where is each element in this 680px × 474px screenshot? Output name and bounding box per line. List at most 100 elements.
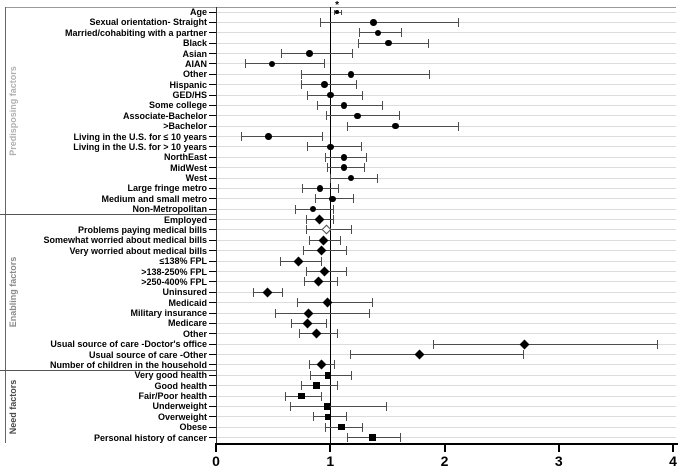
row-label: Very good health <box>134 370 207 381</box>
x-axis-tick-label: 1 <box>326 453 335 469</box>
ci-line <box>297 302 373 304</box>
ci-cap-high <box>322 132 324 142</box>
ci-cap-low <box>291 318 293 328</box>
ci-cap-high <box>369 308 371 318</box>
row-gridline <box>216 385 676 387</box>
point-estimate-marker <box>316 245 327 256</box>
point-estimate-marker <box>268 60 276 68</box>
y-axis-row-tick <box>209 187 216 189</box>
point-estimate-marker <box>323 403 331 410</box>
point-estimate-marker <box>392 122 399 130</box>
ci-cap-low <box>309 370 311 380</box>
row-gridline <box>216 437 676 439</box>
ci-cap-low <box>297 298 299 308</box>
ci-cap-high <box>365 152 367 162</box>
ci-cap-high <box>321 256 323 266</box>
ci-cap-high <box>657 339 659 349</box>
ci-cap-low <box>301 183 303 193</box>
row-gridline <box>216 156 676 158</box>
ci-cap-high <box>381 100 383 110</box>
row-label: Very worried about medical bills <box>69 245 207 256</box>
ci-cap-high <box>386 401 388 411</box>
point-estimate-marker <box>313 276 324 287</box>
point-estimate-marker <box>324 413 332 421</box>
ci-cap-high <box>361 142 363 152</box>
point-estimate-marker <box>374 29 382 36</box>
point-estimate-marker <box>327 143 334 151</box>
y-axis-row-tick <box>209 385 216 387</box>
ci-cap-high <box>337 381 339 391</box>
ci-cap-high <box>346 267 348 276</box>
y-axis-row-tick <box>209 94 216 96</box>
ci-cap-low <box>303 277 305 287</box>
ci-cap-low <box>326 163 328 173</box>
row-label: Problems paying medical bills <box>77 224 207 235</box>
y-axis-row-tick <box>209 11 216 13</box>
row-gridline <box>216 136 676 138</box>
x-axis-tick <box>215 445 217 452</box>
point-estimate-marker <box>329 195 336 203</box>
point-estimate-marker <box>335 10 339 14</box>
x-axis-tick-label: 2 <box>440 453 449 469</box>
ci-cap-low <box>308 360 310 370</box>
row-gridline <box>216 260 676 262</box>
y-axis-row-tick <box>209 84 216 86</box>
y-axis-row-tick <box>209 21 216 23</box>
y-axis-row-tick <box>209 73 216 75</box>
row-gridline <box>216 219 676 221</box>
ci-cap-low <box>330 173 332 183</box>
point-estimate-marker <box>306 50 313 57</box>
y-axis-row-tick <box>209 115 216 117</box>
row-label: Fair/Poor health <box>138 391 207 402</box>
ci-cap-low <box>275 308 277 318</box>
y-axis-row-tick <box>209 312 216 314</box>
y-axis-row-tick <box>209 374 216 376</box>
ci-cap-low <box>306 215 308 225</box>
ci-cap-low <box>300 69 302 79</box>
point-estimate-marker <box>265 133 272 140</box>
point-estimate-marker <box>414 349 425 360</box>
ci-cap-low <box>306 267 308 276</box>
ci-cap-low <box>307 142 309 152</box>
ci-cap-low <box>349 350 351 360</box>
y-axis-row-tick <box>209 364 216 366</box>
y-axis-row-tick <box>209 167 216 169</box>
row-label: Employed <box>163 214 207 225</box>
row-gridline <box>216 426 676 428</box>
row-label: Uninsured <box>162 287 207 298</box>
row-gridline <box>216 187 676 189</box>
point-estimate-marker <box>302 318 313 329</box>
ci-cap-high <box>339 235 341 245</box>
row-label: Obese <box>179 422 207 433</box>
y-axis-row-tick <box>209 239 216 241</box>
y-axis-line <box>216 7 217 443</box>
ci-line <box>244 63 325 65</box>
row-gridline <box>216 104 676 106</box>
row-label: Number of children in the household <box>49 359 207 370</box>
ci-cap-high <box>350 225 352 235</box>
ci-line <box>290 405 388 407</box>
row-gridline <box>216 333 676 335</box>
row-label: Large fringe metro <box>127 183 207 194</box>
ci-cap-high <box>352 49 354 59</box>
row-label: Other <box>182 69 207 80</box>
row-gridline <box>216 322 676 324</box>
ci-cap-low <box>316 100 318 110</box>
point-estimate-marker <box>347 71 355 78</box>
point-estimate-marker <box>303 308 314 318</box>
ci-cap-high <box>333 360 335 370</box>
row-label: Some college <box>148 100 207 111</box>
point-estimate-marker <box>370 19 377 26</box>
y-axis-row-tick <box>209 260 216 262</box>
ci-cap-low <box>281 49 283 59</box>
ci-line <box>357 42 429 44</box>
row-label: MidWest <box>170 162 207 173</box>
ci-cap-high <box>323 59 325 69</box>
row-label: Living in the U.S. for ≤ 10 years <box>73 131 207 142</box>
row-gridline <box>216 167 676 169</box>
y-axis-row-tick <box>209 104 216 106</box>
ci-cap-high <box>350 370 352 380</box>
row-gridline <box>216 94 676 96</box>
point-estimate-marker <box>293 256 304 267</box>
